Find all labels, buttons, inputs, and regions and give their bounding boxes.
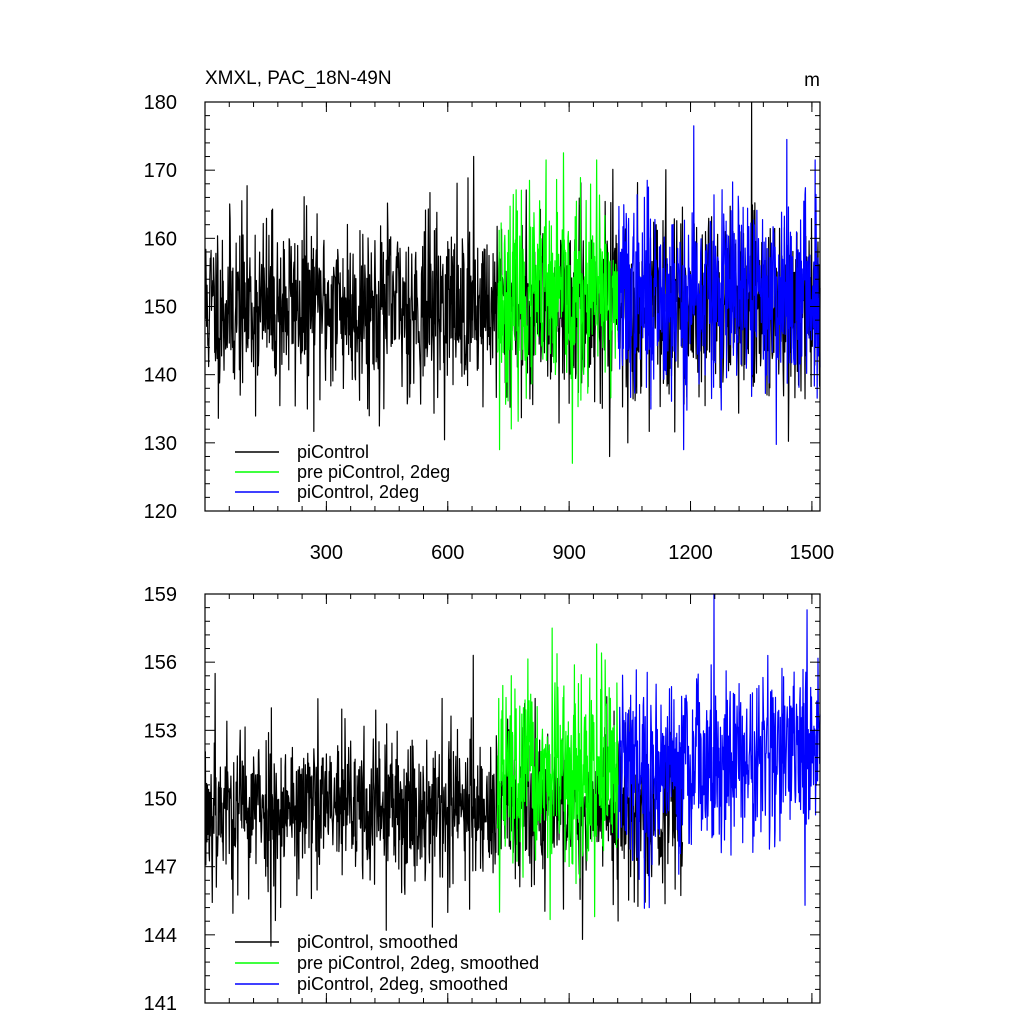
legend-label: piControl, smoothed — [297, 932, 458, 952]
x-tick-label: 600 — [431, 542, 464, 564]
bottom-series-lines — [204, 593, 821, 947]
y-tick-label: 130 — [144, 433, 177, 455]
legend-label: pre piControl, 2deg — [297, 462, 450, 482]
x-tick-label: 300 — [310, 542, 343, 564]
y-tick-label: 144 — [144, 925, 177, 947]
y-tick-label: 150 — [144, 297, 177, 319]
x-tick-label: 900 — [552, 542, 585, 564]
x-tick-label: 1500 — [790, 542, 835, 564]
legend-label: piControl, 2deg — [297, 482, 419, 502]
legend-label: pre piControl, 2deg, smoothed — [297, 953, 539, 973]
top-series-lines — [204, 101, 821, 464]
x-tick-label: 1200 — [668, 542, 713, 564]
series-line-2 — [496, 627, 620, 921]
top-ticks: 120 130 140 150 160 170 180 300 600 900 1200 1500 — [144, 92, 835, 564]
series-line-2 — [496, 152, 620, 464]
top-panel: XMXL, PAC_18N-49N m 120 130 140 150 160 170 18… — [144, 68, 835, 564]
series-line-3 — [617, 125, 821, 451]
y-tick-label: 150 — [144, 789, 177, 811]
y-tick-label: 180 — [144, 92, 177, 114]
top-panel-title: XMXL, PAC_18N-49N — [205, 68, 392, 89]
y-tick-label: 160 — [144, 228, 177, 250]
legend-label: piControl — [297, 442, 369, 462]
y-tick-label: 170 — [144, 160, 177, 182]
series-line-3 — [617, 593, 821, 909]
legend-label: piControl, 2deg, smoothed — [297, 974, 508, 994]
y-tick-label: 120 — [144, 501, 177, 523]
y-tick-label: 140 — [144, 365, 177, 387]
y-tick-label: 159 — [144, 584, 177, 606]
y-tick-label: 156 — [144, 652, 177, 674]
top-panel-units: m — [804, 70, 820, 91]
bottom-panel: 141 144 147 150 153 156 159 piControl, smoothe… — [144, 584, 821, 1015]
bottom-ticks: 141 144 147 150 153 156 159 — [144, 584, 820, 1015]
y-tick-label: 141 — [144, 993, 177, 1015]
y-tick-label: 147 — [144, 857, 177, 879]
y-tick-label: 153 — [144, 720, 177, 742]
